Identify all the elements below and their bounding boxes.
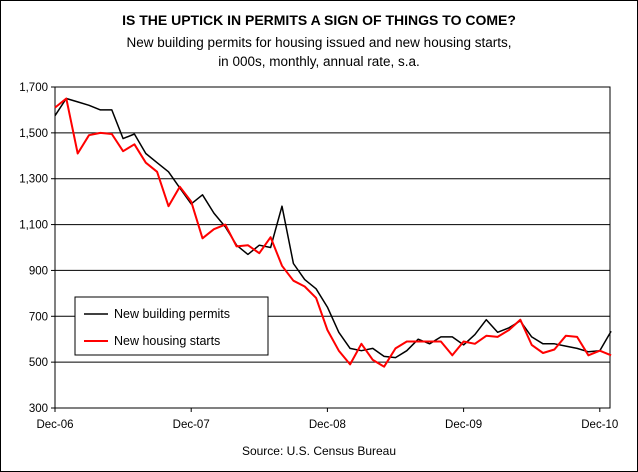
legend-label-permits: New building permits — [114, 307, 230, 321]
x-tick-label: Dec-09 — [445, 419, 482, 431]
y-tick-label: 300 — [29, 403, 48, 415]
legend-box — [74, 296, 269, 356]
gridlines — [55, 132, 610, 363]
chart-subtitle-line-1: New building permits for housing issued … — [126, 35, 512, 50]
y-tick-label: 1,500 — [19, 128, 48, 140]
x-tick-label: Dec-06 — [36, 419, 73, 431]
y-tick-label: 1,700 — [19, 82, 48, 94]
x-tick-label: Dec-07 — [173, 419, 210, 431]
y-tick-label: 1,100 — [19, 220, 48, 232]
x-tick-label: Dec-10 — [581, 419, 618, 431]
legend: New building permits New housing starts — [74, 296, 269, 356]
y-tick-label: 700 — [29, 311, 48, 323]
series-line-starts — [54, 97, 612, 368]
y-tick-label: 500 — [29, 357, 48, 369]
series-lines — [54, 97, 612, 368]
y-tick-label: 900 — [29, 265, 48, 277]
x-tick-label: Dec-08 — [309, 419, 346, 431]
source-note: Source: U.S. Census Bureau — [241, 444, 397, 458]
chart-subtitle-line-2: in 000s, monthly, annual rate, s.a. — [218, 54, 420, 69]
y-tick-label: 1,300 — [19, 174, 48, 186]
chart-title: IS THE UPTICK IN PERMITS A SIGN OF THING… — [122, 12, 516, 28]
plot-area — [54, 86, 611, 409]
x-axis-ticks: Dec-06 Dec-07 Dec-08 Dec-09 Dec-10 — [36, 408, 618, 431]
y-axis-ticks: 300 500 700 900 1,100 1,300 1,500 1,700 — [19, 82, 55, 415]
legend-label-starts: New housing starts — [114, 334, 220, 348]
